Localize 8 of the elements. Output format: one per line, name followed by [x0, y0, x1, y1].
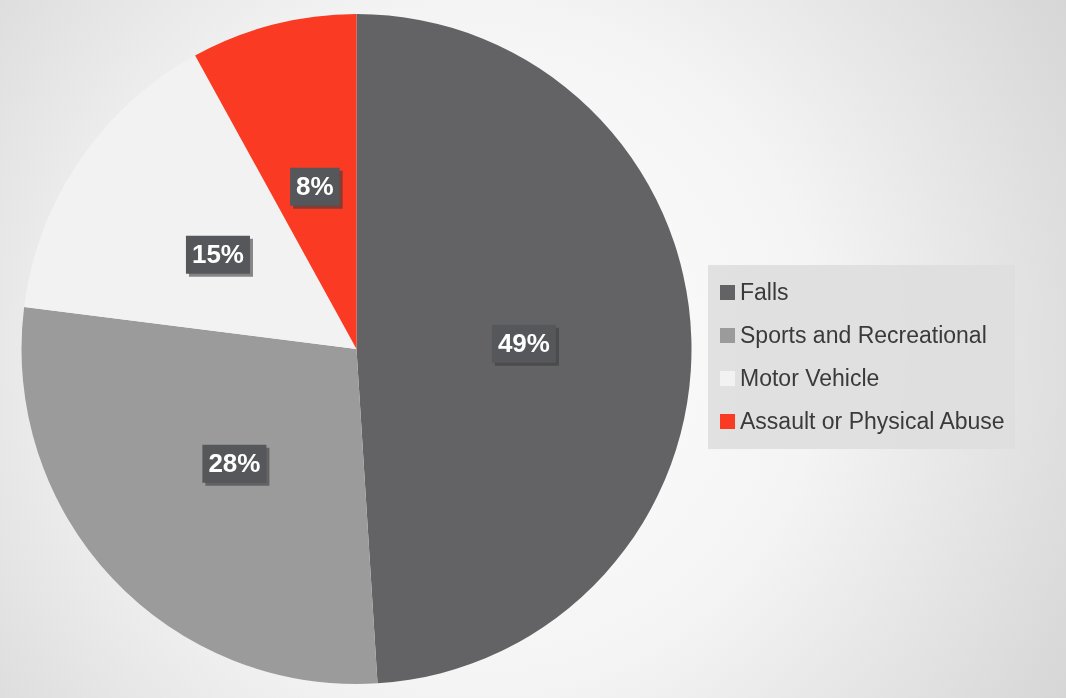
legend-label: Sports and Recreational [739, 321, 988, 350]
data-label: 28% [208, 447, 261, 478]
data-label: 8% [296, 170, 334, 201]
legend-label: Assault or Physical Abuse [739, 407, 1005, 436]
legend-label: Motor Vehicle [739, 364, 881, 393]
data-label: 15% [191, 239, 244, 270]
legend-label: Falls [739, 278, 790, 307]
data-label: 49% [497, 327, 550, 358]
